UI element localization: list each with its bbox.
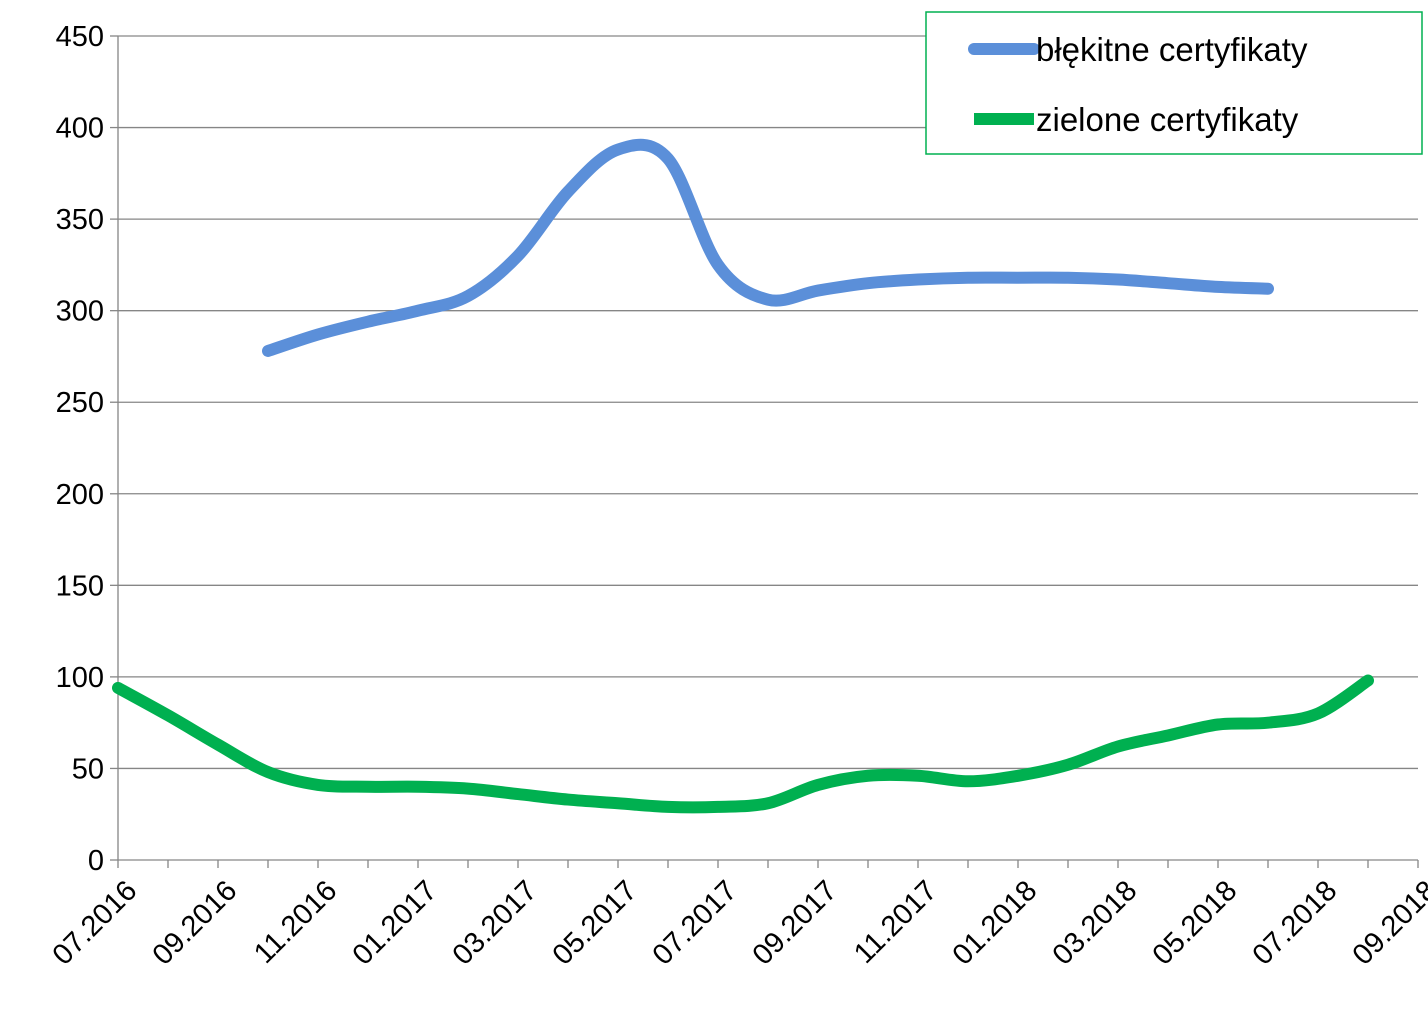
- y-tick-label: 450: [56, 21, 104, 53]
- x-axis-tick-labels: 07.2016 09.2016 11.2016 01.2017 03.2017 05.20…: [47, 875, 1428, 972]
- x-tick-label: 09.2018: [1347, 875, 1428, 972]
- y-tick-label: 50: [72, 753, 104, 785]
- y-tick-label: 350: [56, 204, 104, 236]
- x-tick-label: 11.2016: [248, 875, 343, 970]
- y-tick-label: 100: [56, 662, 104, 694]
- x-tick-label: 07.2017: [647, 875, 744, 972]
- legend-label: zielone certyfikaty: [1036, 101, 1299, 138]
- y-tick-label: 150: [56, 570, 104, 602]
- y-axis-tick-labels: 0 50 100 150 200 250 300 350 400 450: [56, 21, 104, 877]
- x-tick-label: 03.2018: [1047, 875, 1144, 972]
- series-line-2: [112, 674, 1374, 814]
- axes: [117, 36, 1419, 868]
- legend-box: [925, 11, 1423, 155]
- gridlines: [110, 35, 1418, 861]
- y-tick-label: 0: [88, 845, 104, 877]
- x-tick-label: 03.2017: [447, 875, 544, 972]
- x-tick-label: 01.2018: [947, 875, 1044, 972]
- y-tick-label: 400: [56, 113, 104, 145]
- x-tick-label: 09.2016: [147, 875, 244, 972]
- x-tick-label: 07.2018: [1247, 875, 1344, 972]
- series-line-1: [262, 138, 1274, 357]
- legend: błękitne certyfikaty zielone certyfikaty: [925, 11, 1423, 155]
- x-tick-label: 07.2016: [47, 875, 144, 972]
- legend-label: błękitne certyfikaty: [1036, 31, 1308, 68]
- y-tick-label: 250: [56, 387, 104, 419]
- y-tick-label: 200: [56, 479, 104, 511]
- series-lines: [112, 138, 1374, 814]
- x-tick-label: 09.2017: [747, 875, 844, 972]
- x-tick-label: 05.2018: [1147, 875, 1244, 972]
- y-tick-label: 300: [56, 296, 104, 328]
- x-tick-label: 11.2017: [848, 875, 943, 970]
- x-tick-label: 05.2017: [547, 875, 644, 972]
- x-tick-label: 01.2017: [347, 875, 444, 972]
